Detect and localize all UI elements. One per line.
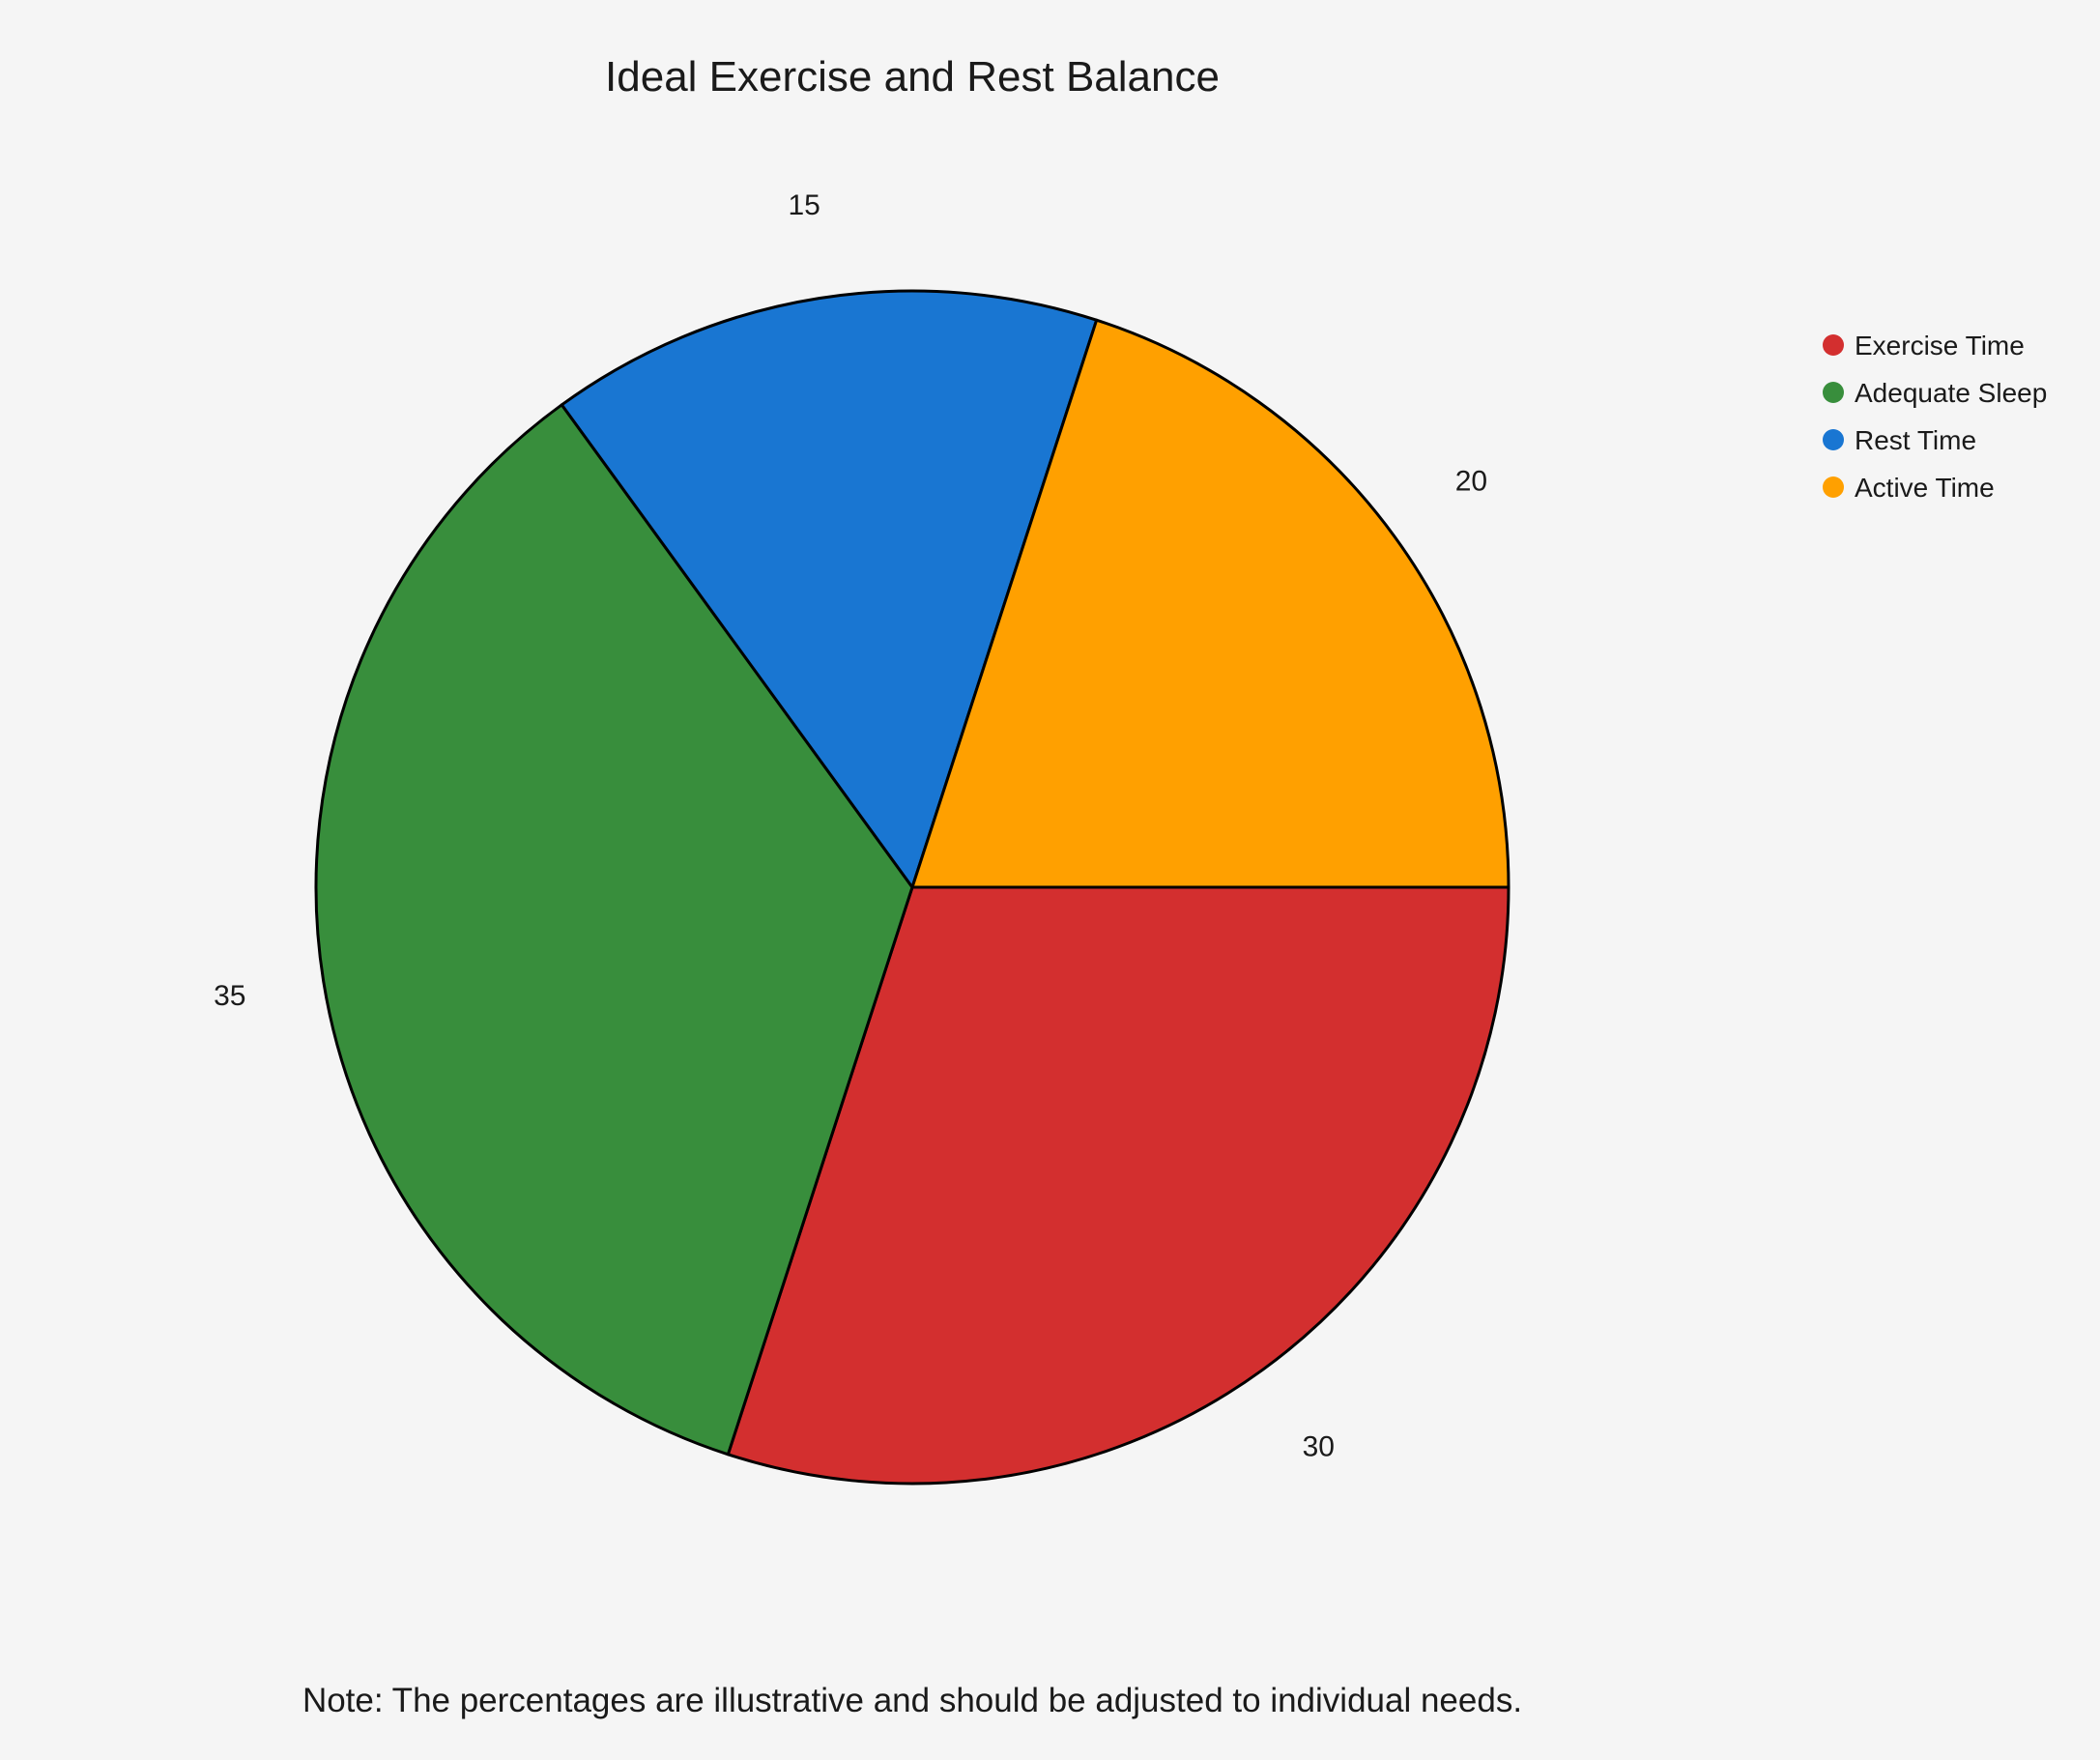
pie-slice-active-time bbox=[910, 318, 1510, 889]
slice-label-adequate-sleep: 35 bbox=[214, 980, 245, 1012]
slice-label-exercise-time: 30 bbox=[1303, 1430, 1335, 1462]
legend-item-rest-time: Rest Time bbox=[1823, 425, 1976, 455]
legend-marker-rest-time bbox=[1823, 429, 1844, 450]
legend-label-adequate-sleep: Adequate Sleep bbox=[1855, 378, 2047, 408]
legend-label-exercise-time: Exercise Time bbox=[1855, 331, 2025, 361]
legend-marker-exercise-time bbox=[1823, 334, 1844, 356]
legend: Exercise Time Adequate Sleep Rest Time Acti… bbox=[1823, 331, 2047, 503]
chart-title: Ideal Exercise and Rest Balance bbox=[605, 53, 1220, 101]
slice-label-rest-time: 15 bbox=[788, 189, 820, 221]
slice-label-active-time: 20 bbox=[1455, 466, 1487, 498]
legend-item-exercise-time: Exercise Time bbox=[1823, 331, 2025, 361]
legend-item-adequate-sleep: Adequate Sleep bbox=[1823, 378, 2047, 408]
chart-note: Note: The percentages are illustrative a… bbox=[302, 1682, 1522, 1719]
legend-marker-active-time bbox=[1823, 476, 1844, 498]
pie-slice-rest-time bbox=[560, 289, 1099, 889]
slice-labels: 30 35 15 20 bbox=[214, 189, 1487, 1463]
legend-label-rest-time: Rest Time bbox=[1855, 425, 1976, 455]
legend-item-active-time: Active Time bbox=[1823, 473, 1995, 503]
legend-marker-adequate-sleep bbox=[1823, 382, 1844, 403]
legend-label-active-time: Active Time bbox=[1855, 473, 1995, 503]
pie-slice-exercise-time bbox=[726, 885, 1510, 1486]
pie-slice-adequate-sleep bbox=[314, 403, 914, 1457]
pie-slices bbox=[314, 289, 1510, 1486]
